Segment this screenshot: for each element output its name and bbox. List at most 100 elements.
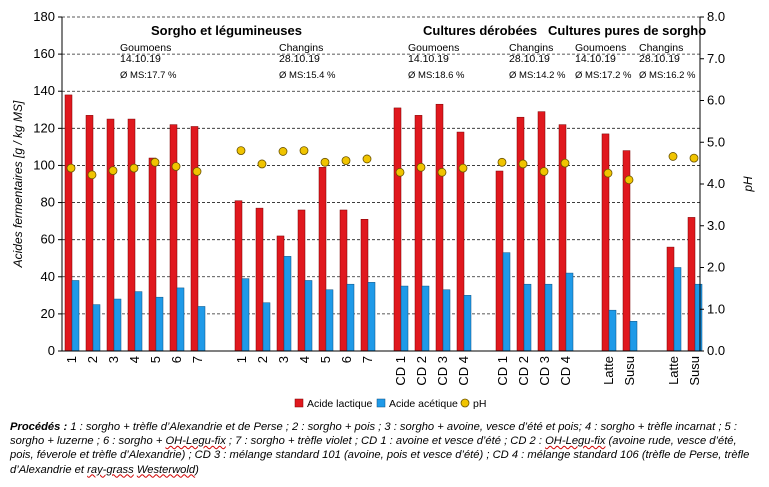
x-tick-label: 4 bbox=[297, 356, 312, 363]
y2-tick-label: 1.0 bbox=[707, 301, 725, 316]
bar-acide-lactique bbox=[169, 124, 178, 352]
y-tick-label: 20 bbox=[41, 306, 55, 321]
ph-point bbox=[603, 168, 613, 178]
annotation-date: 28.10.19 bbox=[639, 53, 680, 65]
x-tick-label: Latte bbox=[666, 356, 681, 385]
x-tick-label: 5 bbox=[318, 356, 333, 363]
bar-acide-acetique bbox=[241, 278, 250, 352]
bar-acide-acetique bbox=[283, 256, 292, 352]
y-tick-label: 100 bbox=[33, 157, 55, 172]
annotation-ms: Ø MS:14.2 % bbox=[509, 70, 566, 81]
ph-point bbox=[437, 167, 447, 177]
caption-oh-legu-fix-1: OH-Legu-fix bbox=[165, 435, 226, 448]
y2-tick-label: 7.0 bbox=[707, 51, 725, 66]
bar-acide-lactique bbox=[297, 209, 306, 352]
x-tick-label: 6 bbox=[339, 356, 354, 363]
x-tick-label: 1 bbox=[64, 356, 79, 363]
annotation-ms: Ø MS:17.2 % bbox=[575, 70, 632, 81]
bar-acide-lactique bbox=[687, 217, 696, 352]
bar-acide-acetique bbox=[608, 309, 617, 352]
bar-acide-lactique bbox=[360, 219, 369, 352]
x-tick-label: Susu bbox=[687, 356, 702, 386]
bar-acide-acetique bbox=[694, 283, 703, 352]
annotation-date: 14.10.19 bbox=[120, 53, 161, 65]
x-tick-label: 1 bbox=[234, 356, 249, 363]
bar-acide-acetique bbox=[463, 295, 472, 352]
bar-acide-lactique bbox=[234, 200, 243, 352]
ph-point bbox=[129, 163, 139, 173]
bar-acide-lactique bbox=[558, 124, 567, 352]
ph-point bbox=[539, 167, 549, 176]
annotation-date: 14.10.19 bbox=[408, 53, 449, 65]
caption-westerwold: Westerwold bbox=[136, 463, 196, 476]
bar-acide-acetique bbox=[113, 298, 122, 352]
bar-acide-lactique bbox=[666, 246, 675, 352]
y2-tick-label: 6.0 bbox=[707, 93, 725, 108]
caption-text-3: (avoine rude, vesce d’été, pois, féverol… bbox=[10, 435, 750, 476]
x-tick-label: CD 3 bbox=[435, 356, 450, 386]
bar-acide-lactique bbox=[127, 118, 136, 352]
x-tick-label: 2 bbox=[85, 356, 100, 363]
bar-acide-acetique bbox=[176, 287, 185, 352]
y-axis-title: Acides fermentaires [g / kg MS] bbox=[11, 100, 25, 268]
annotation-date: 28.10.19 bbox=[509, 53, 550, 65]
ph-point bbox=[395, 167, 405, 177]
ph-point bbox=[171, 162, 181, 171]
ph-point bbox=[108, 166, 118, 176]
x-tick-label: CD 2 bbox=[414, 356, 429, 386]
legend-label-ph: pH bbox=[473, 398, 486, 410]
annotation-site: Changins bbox=[639, 42, 683, 54]
bar-acide-lactique bbox=[495, 170, 504, 352]
y2-tick-label: 3.0 bbox=[707, 218, 725, 233]
bar-acide-lactique bbox=[393, 107, 402, 352]
bar-acide-lactique bbox=[339, 209, 348, 352]
fermentation-chart: 0 20 40 60 80 100 120 140 160 180 0.0 1.0 2.0 3.0 4.0 5… bbox=[11, 9, 755, 410]
x-tick-label: Latte bbox=[601, 356, 616, 385]
group-title: Cultures pures de sorgho bbox=[548, 23, 706, 38]
ph-point bbox=[518, 159, 528, 169]
y-tick-label: 140 bbox=[33, 83, 55, 98]
x-tick-label: CD 1 bbox=[495, 356, 510, 386]
x-tick-label: 2 bbox=[255, 356, 270, 363]
bar-acide-lactique bbox=[537, 111, 546, 352]
legend-marker-ph bbox=[460, 398, 470, 408]
bar-acide-lactique bbox=[190, 126, 199, 352]
bar-acide-lactique bbox=[255, 207, 264, 352]
x-tick-label: CD 3 bbox=[537, 356, 552, 386]
ph-point bbox=[257, 159, 267, 169]
bar-acide-acetique bbox=[442, 289, 451, 352]
annotation-site: Goumoens bbox=[575, 42, 626, 54]
ph-point bbox=[362, 154, 372, 164]
bar-acide-lactique bbox=[148, 157, 157, 352]
caption-lead: Procédés : bbox=[10, 421, 68, 433]
bar-acide-acetique bbox=[544, 283, 553, 352]
legend-label-lactique: Acide lactique bbox=[307, 398, 373, 410]
caption-ray-grass: ray-grass bbox=[87, 463, 134, 476]
annotation-date: 14.10.19 bbox=[575, 53, 616, 65]
y-tick-label: 40 bbox=[41, 269, 55, 284]
annotation-ms: Ø MS:17.7 % bbox=[120, 70, 177, 81]
y-tick-label: 0 bbox=[48, 343, 55, 358]
bar-acide-lactique bbox=[414, 115, 423, 352]
caption-text-1: 1 : sorgho + trèfle d’Alexandrie et de P… bbox=[10, 421, 737, 448]
bar-acide-lactique bbox=[276, 235, 285, 352]
y-tick-label: 180 bbox=[33, 9, 55, 24]
bar-acide-acetique bbox=[421, 285, 430, 352]
ph-point bbox=[299, 146, 309, 156]
y-tick-label: 80 bbox=[41, 195, 55, 210]
x-tick-label: 6 bbox=[169, 356, 184, 363]
bar-acide-lactique bbox=[64, 94, 73, 352]
ph-point bbox=[497, 157, 507, 167]
bar-acide-acetique bbox=[629, 321, 638, 352]
ph-point bbox=[668, 152, 678, 161]
group-title: Cultures dérobées bbox=[423, 23, 537, 38]
annotation-ms: Ø MS:15.4 % bbox=[279, 70, 336, 81]
ph-point bbox=[192, 167, 202, 176]
x-tick-label: 7 bbox=[190, 356, 205, 363]
annotation-site: Changins bbox=[279, 42, 323, 54]
ph-point bbox=[320, 157, 330, 167]
y2-axis-title: pH bbox=[741, 176, 755, 193]
bar-acide-acetique bbox=[134, 291, 143, 352]
annotation-site: Goumoens bbox=[120, 42, 171, 54]
bar-acide-acetique bbox=[262, 302, 271, 352]
